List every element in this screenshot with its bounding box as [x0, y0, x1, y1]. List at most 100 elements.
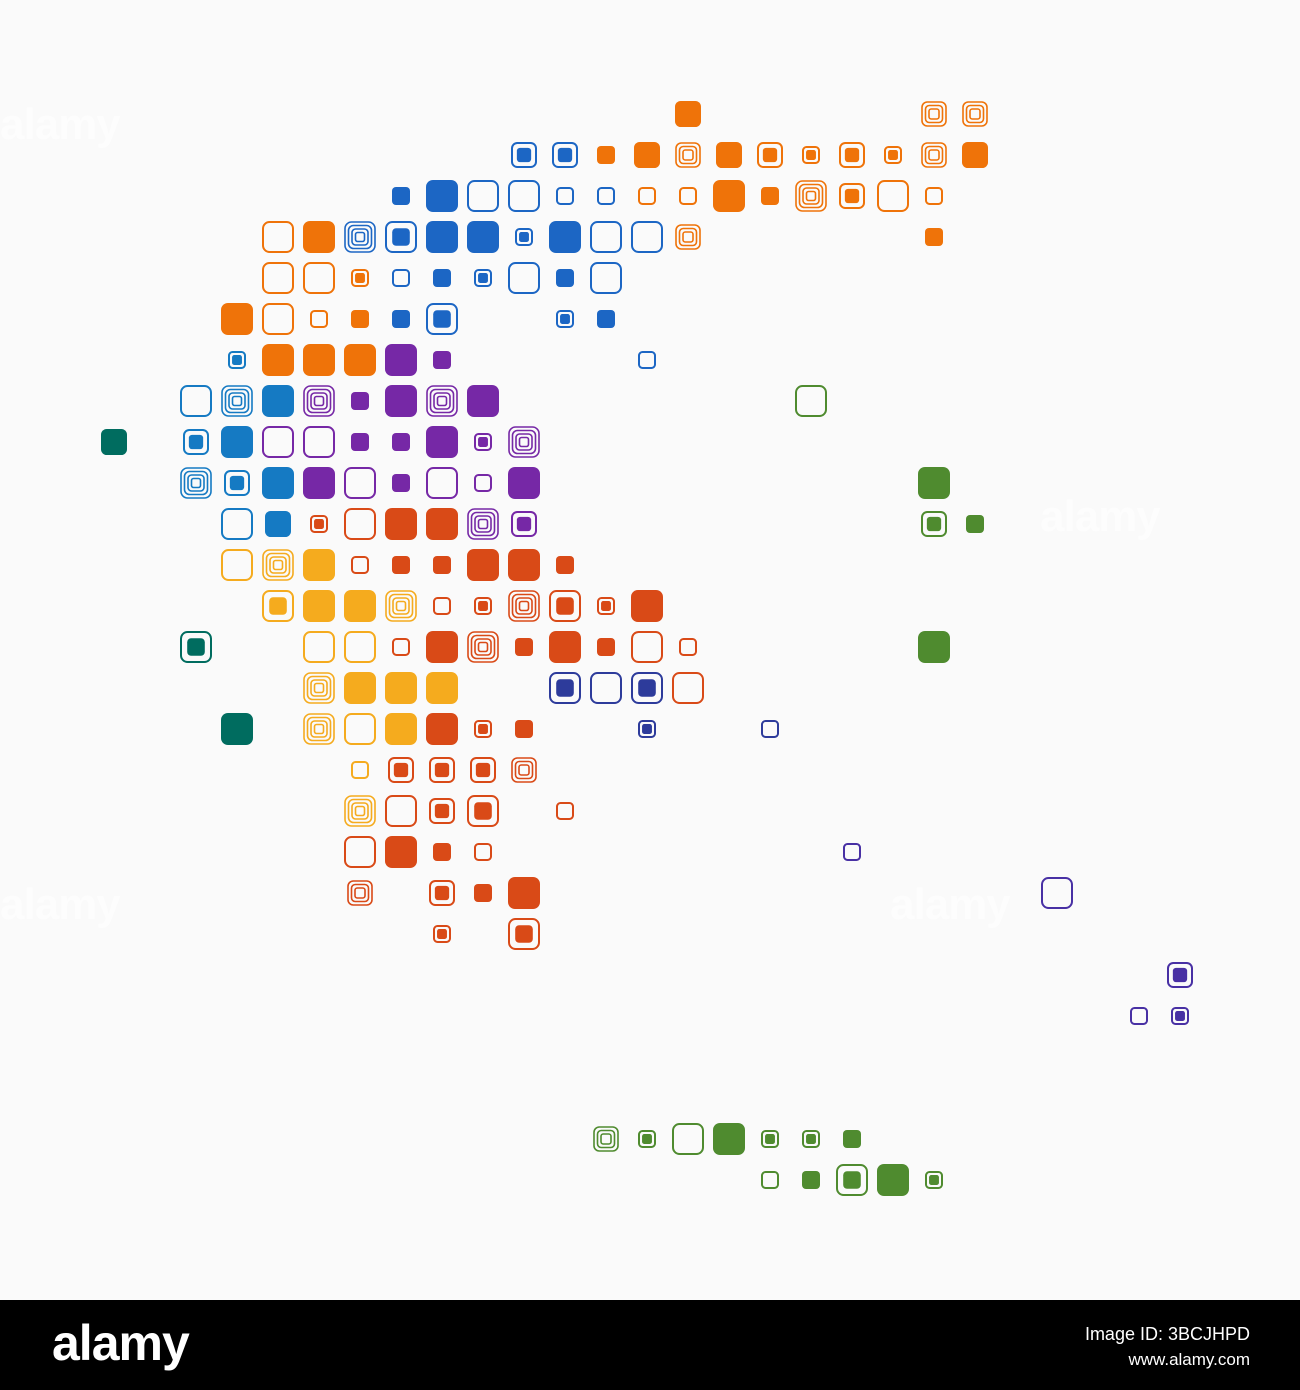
map-tile	[262, 426, 294, 458]
map-tile	[262, 385, 294, 417]
map-tile	[638, 351, 656, 369]
map-tile	[761, 1130, 779, 1148]
map-tile	[921, 142, 947, 168]
map-tile	[303, 221, 335, 253]
map-tile	[631, 672, 663, 704]
map-tile	[925, 228, 943, 246]
map-tile	[433, 269, 451, 287]
map-tile	[303, 549, 335, 581]
map-tile	[433, 843, 451, 861]
map-tile	[549, 590, 581, 622]
map-tile	[180, 467, 212, 499]
map-tile	[351, 269, 369, 287]
map-tile	[392, 269, 410, 287]
map-tile	[467, 221, 499, 253]
map-tile	[921, 511, 947, 537]
map-tile	[474, 269, 492, 287]
map-tile	[344, 344, 376, 376]
map-tile	[303, 385, 335, 417]
map-tile	[679, 187, 697, 205]
map-tile	[597, 146, 615, 164]
map-tile	[556, 310, 574, 328]
map-tile	[221, 508, 253, 540]
map-tile	[549, 672, 581, 704]
tile-mosaic-map	[101, 101, 1193, 1196]
map-tile	[265, 511, 291, 537]
map-tile	[224, 470, 250, 496]
map-tile	[508, 262, 540, 294]
map-tile	[183, 429, 209, 455]
map-tile	[508, 590, 540, 622]
map-tile	[467, 795, 499, 827]
map-tile	[515, 638, 533, 656]
map-tile	[590, 672, 622, 704]
map-tile	[556, 187, 574, 205]
map-tile	[515, 720, 533, 738]
map-tile	[631, 590, 663, 622]
map-tile	[101, 429, 127, 455]
map-tile	[351, 556, 369, 574]
map-tile	[262, 467, 294, 499]
map-tile	[638, 720, 656, 738]
map-tile	[549, 221, 581, 253]
map-tile	[675, 224, 701, 250]
map-tile	[433, 556, 451, 574]
footer-bar: alamy Image ID: 3BCJHPD www.alamy.com	[0, 1300, 1300, 1390]
map-tile	[638, 1130, 656, 1148]
map-tile	[590, 262, 622, 294]
map-tile	[426, 180, 458, 212]
map-tile	[511, 142, 537, 168]
map-tile	[556, 802, 574, 820]
map-tile	[344, 508, 376, 540]
map-tile	[515, 228, 533, 246]
map-tile	[385, 795, 417, 827]
map-tile	[716, 142, 742, 168]
map-tile	[761, 720, 779, 738]
map-tile	[839, 183, 865, 209]
map-tile	[511, 757, 537, 783]
map-tile	[474, 474, 492, 492]
map-tile	[877, 1164, 909, 1196]
map-tile	[634, 142, 660, 168]
map-tile	[597, 187, 615, 205]
map-tile	[631, 631, 663, 663]
map-tile	[802, 1171, 820, 1189]
map-tile	[802, 1130, 820, 1148]
map-tile	[344, 631, 376, 663]
map-tile	[877, 180, 909, 212]
map-tile	[713, 180, 745, 212]
map-tile	[925, 1171, 943, 1189]
map-tile	[843, 843, 861, 861]
map-tile	[467, 508, 499, 540]
map-tile	[344, 795, 376, 827]
map-tile	[429, 798, 455, 824]
map-tile	[426, 508, 458, 540]
map-tile	[433, 925, 451, 943]
map-tile	[221, 385, 253, 417]
map-tile	[474, 433, 492, 451]
map-tile	[262, 344, 294, 376]
map-tile	[303, 467, 335, 499]
map-tile	[221, 426, 253, 458]
map-tile	[351, 392, 369, 410]
map-tile	[839, 142, 865, 168]
map-tile	[344, 672, 376, 704]
map-tile	[262, 303, 294, 335]
map-tile	[429, 880, 455, 906]
map-tile	[556, 269, 574, 287]
map-tile	[802, 146, 820, 164]
map-tile	[221, 713, 253, 745]
map-tile	[344, 467, 376, 499]
map-tile	[351, 761, 369, 779]
map-tile	[385, 508, 417, 540]
map-tile	[638, 187, 656, 205]
map-tile	[392, 474, 410, 492]
map-tile	[228, 351, 246, 369]
map-tile	[549, 631, 581, 663]
map-tile	[388, 757, 414, 783]
map-tile	[426, 713, 458, 745]
map-tile	[679, 638, 697, 656]
map-tile	[426, 631, 458, 663]
map-tile	[344, 221, 376, 253]
map-tile	[467, 385, 499, 417]
